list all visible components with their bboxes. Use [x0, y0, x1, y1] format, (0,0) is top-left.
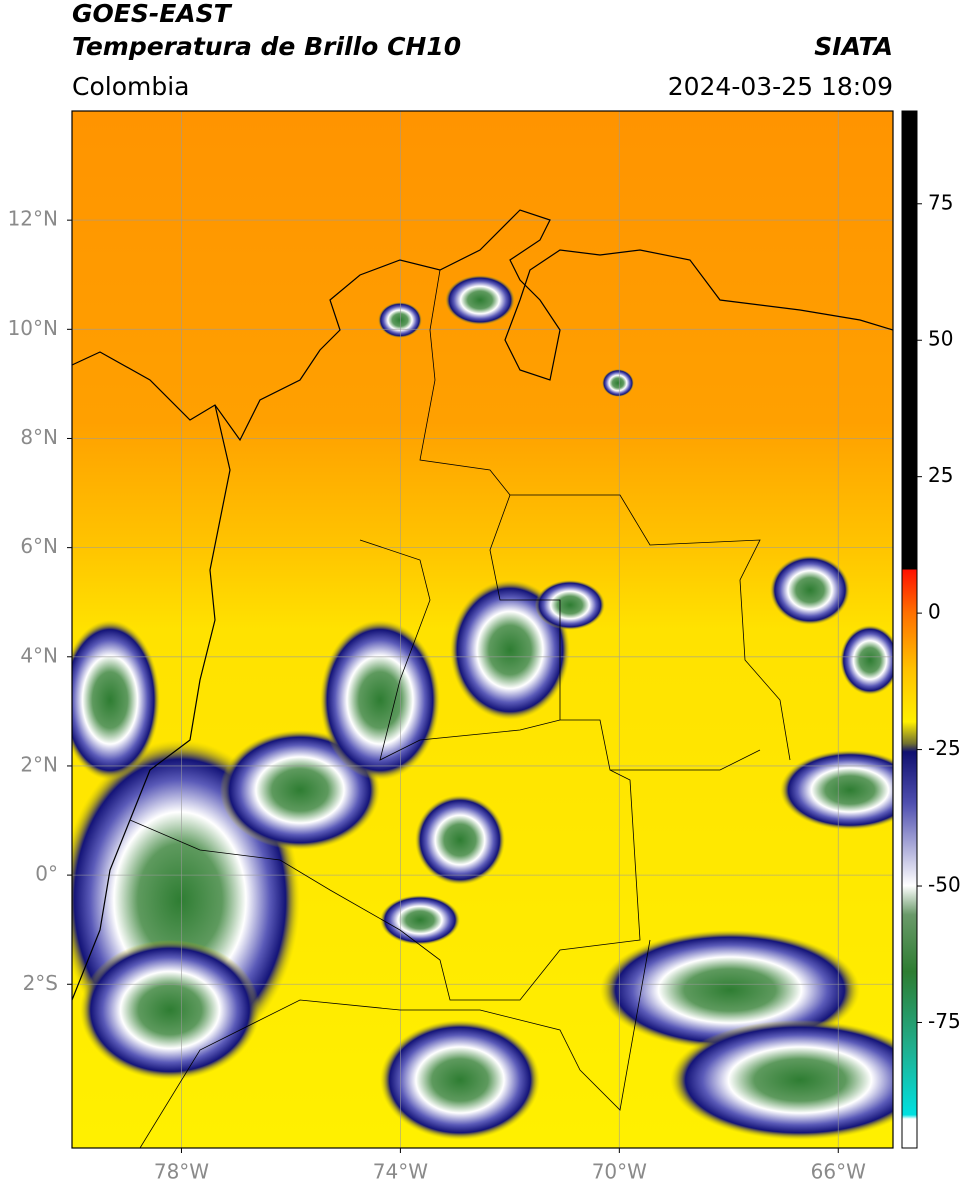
y-tick-label: 2°S: [23, 971, 58, 995]
subtitle: Temperatura de Brillo CH10: [72, 32, 461, 61]
coastline: [72, 209, 893, 442]
border: [359, 539, 561, 761]
x-tick-label: 78°W: [154, 1160, 209, 1184]
x-tick-label: 66°W: [811, 1160, 866, 1184]
y-tick-label: 4°N: [20, 643, 58, 667]
x-tick-label: 74°W: [373, 1160, 428, 1184]
border: [129, 769, 641, 1001]
cloud-tops: [72, 275, 893, 1140]
colorbar-tick-label: 25: [928, 463, 953, 487]
colorbar-tick-label: 75: [928, 190, 953, 214]
y-tick-label: 8°N: [20, 425, 58, 449]
y-tick-label: 12°N: [8, 207, 58, 231]
y-tick-label: 2°N: [20, 752, 58, 776]
map-area: [72, 111, 893, 1148]
colorbar-tick-label: 0: [928, 600, 941, 624]
coastline: [72, 404, 231, 1001]
border: [419, 269, 791, 761]
region: Colombia: [72, 72, 189, 101]
colorbar-tick-label: -50: [928, 873, 961, 897]
colorbar-tick-label: 50: [928, 327, 953, 351]
y-tick-label: 6°N: [20, 534, 58, 558]
border: [139, 939, 651, 1148]
title: GOES-EAST: [72, 0, 233, 28]
organization: SIATA: [814, 32, 893, 61]
x-tick-label: 70°W: [592, 1160, 647, 1184]
y-tick-label: 10°N: [8, 316, 58, 340]
colorbar: [901, 110, 918, 1149]
y-tick-label: 0°: [35, 862, 58, 886]
map-frame: [71, 110, 894, 1149]
timestamp: 2024-03-25 18:09: [668, 72, 893, 101]
colorbar-tick-label: -25: [928, 736, 961, 760]
colorbar-tick-label: -75: [928, 1009, 961, 1033]
